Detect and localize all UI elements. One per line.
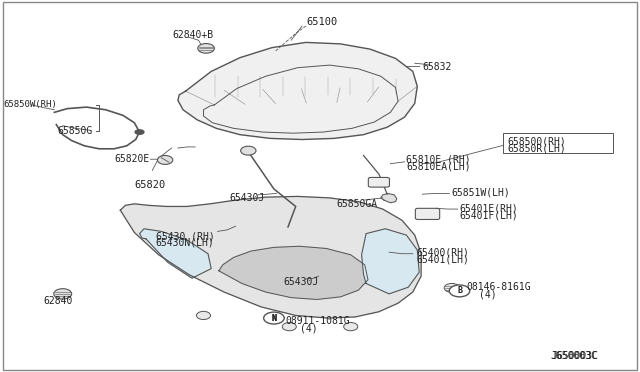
Circle shape <box>134 129 145 135</box>
Text: J650003C: J650003C <box>552 352 598 361</box>
Text: B: B <box>457 286 462 295</box>
FancyBboxPatch shape <box>415 208 440 219</box>
Text: 62840+B: 62840+B <box>173 31 214 40</box>
Circle shape <box>449 285 470 297</box>
Text: 65401(LH): 65401(LH) <box>416 254 469 264</box>
Text: (4): (4) <box>300 323 317 333</box>
Text: 65401E(RH): 65401E(RH) <box>460 203 518 213</box>
Polygon shape <box>362 229 419 294</box>
Circle shape <box>264 312 284 324</box>
Text: 65820E: 65820E <box>114 154 149 164</box>
Text: 65820: 65820 <box>134 180 166 190</box>
Text: 08146-8161G: 08146-8161G <box>466 282 531 292</box>
Text: 65850G: 65850G <box>58 126 93 136</box>
FancyBboxPatch shape <box>369 177 390 187</box>
Text: (4): (4) <box>479 290 497 299</box>
Circle shape <box>157 155 173 164</box>
Text: 65850R(LH): 65850R(LH) <box>507 144 566 154</box>
Text: 08911-1081G: 08911-1081G <box>285 316 350 326</box>
Text: 62840: 62840 <box>44 296 73 305</box>
Polygon shape <box>381 193 397 203</box>
Text: 65851W(LH): 65851W(LH) <box>451 188 510 198</box>
Text: 65430J: 65430J <box>283 277 318 287</box>
Text: 65430J: 65430J <box>229 193 264 203</box>
Polygon shape <box>219 246 368 299</box>
Circle shape <box>344 323 358 331</box>
Text: N: N <box>271 314 276 323</box>
Text: N: N <box>271 314 276 323</box>
Text: 65832: 65832 <box>422 62 452 72</box>
Text: 65810E (RH): 65810E (RH) <box>406 154 471 164</box>
Text: 65850GA: 65850GA <box>337 199 378 209</box>
Circle shape <box>198 44 214 53</box>
Circle shape <box>196 311 211 320</box>
Circle shape <box>54 289 72 299</box>
Text: J650003C: J650003C <box>550 352 597 361</box>
Text: 65430N(LH): 65430N(LH) <box>156 238 214 248</box>
Text: 65850W(RH): 65850W(RH) <box>3 100 57 109</box>
Text: 658500(RH): 658500(RH) <box>507 137 566 146</box>
Circle shape <box>282 323 296 331</box>
Polygon shape <box>120 196 421 318</box>
Text: 65401F(LH): 65401F(LH) <box>460 210 518 220</box>
Polygon shape <box>140 229 211 278</box>
Text: 65430 (RH): 65430 (RH) <box>156 231 214 241</box>
Text: 65400(RH): 65400(RH) <box>416 247 469 257</box>
Circle shape <box>241 146 256 155</box>
Polygon shape <box>178 42 417 140</box>
FancyBboxPatch shape <box>503 133 613 153</box>
Text: 65810EA(LH): 65810EA(LH) <box>406 162 471 171</box>
Circle shape <box>444 283 460 292</box>
Text: 65100: 65100 <box>306 17 337 27</box>
